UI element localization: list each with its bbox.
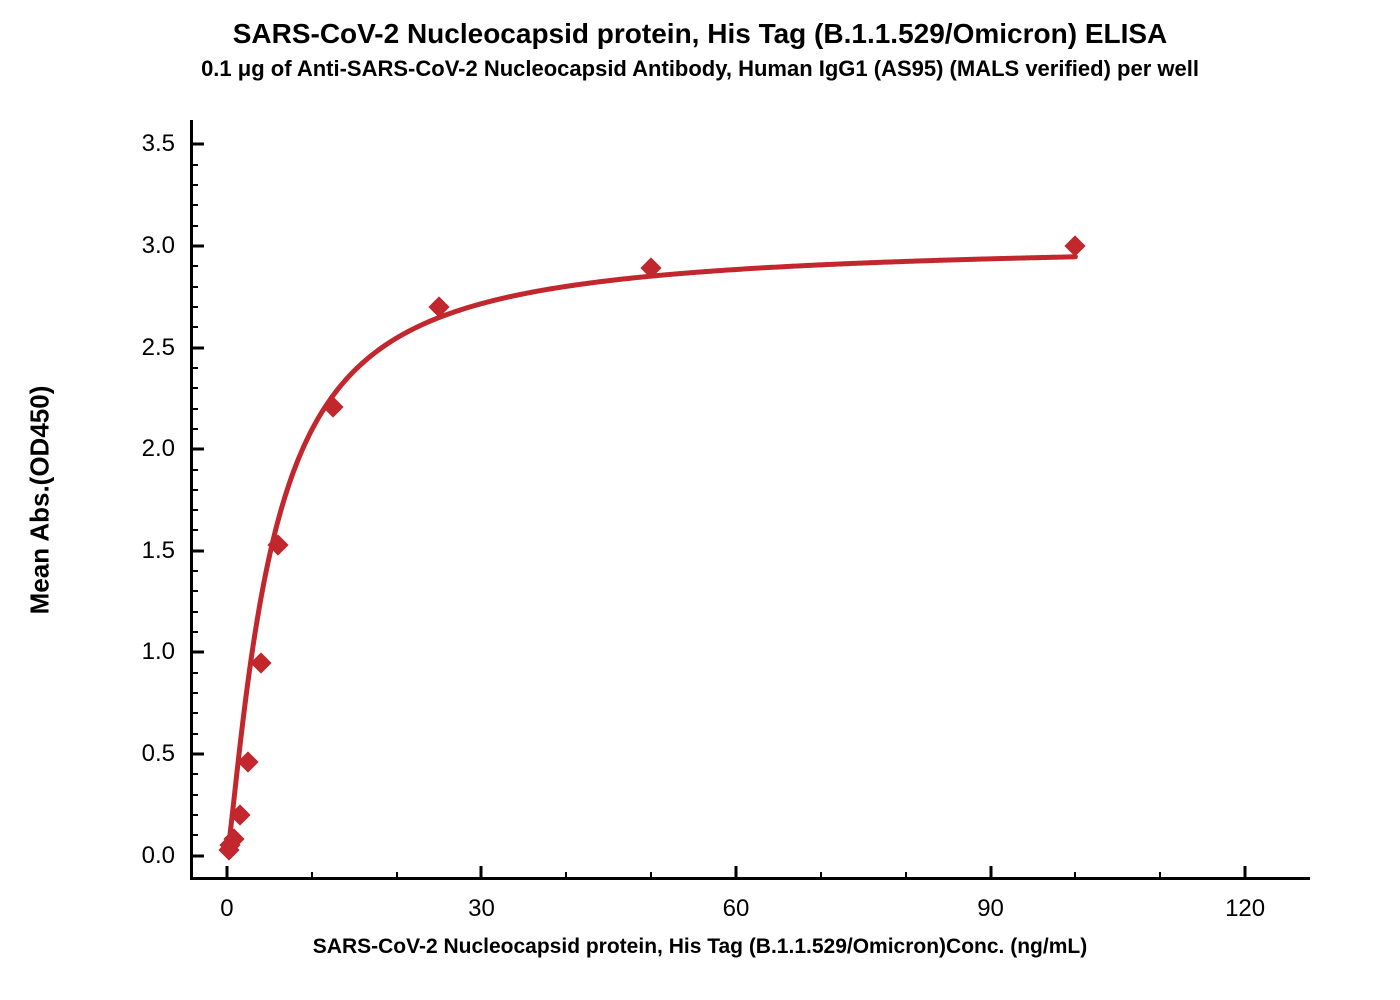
y-tick-label: 0.5 [142, 740, 193, 768]
y-tick-label: 0.0 [142, 842, 193, 870]
y-tick-minor [190, 814, 198, 816]
y-tick-minor [190, 408, 198, 410]
y-tick-minor [190, 204, 198, 206]
fit-curve-path [228, 257, 1076, 851]
x-tick-label: 60 [723, 877, 750, 923]
y-tick-minor [190, 570, 198, 572]
y-tick-minor [190, 225, 198, 227]
y-tick-minor [190, 631, 198, 633]
plot-area: 0.00.51.01.52.02.53.03.50306090120 [190, 120, 1310, 880]
y-tick-minor [190, 509, 198, 511]
x-tick-minor [1159, 872, 1161, 880]
x-tick-minor [820, 872, 822, 880]
y-tick-minor [190, 712, 198, 714]
x-tick-label: 0 [220, 877, 233, 923]
x-tick-minor [311, 872, 313, 880]
y-tick-minor [190, 692, 198, 694]
y-tick-minor [190, 265, 198, 267]
y-tick-minor [190, 286, 198, 288]
y-tick-minor [190, 164, 198, 166]
y-tick-label: 3.0 [142, 232, 193, 260]
y-tick-minor [190, 387, 198, 389]
y-tick-minor [190, 326, 198, 328]
y-tick-minor [190, 306, 198, 308]
x-tick-minor [565, 872, 567, 880]
y-tick-minor [190, 529, 198, 531]
y-tick-label: 2.0 [142, 435, 193, 463]
y-tick-minor [190, 794, 198, 796]
y-tick-minor [190, 672, 198, 674]
y-tick-minor [190, 590, 198, 592]
chart-container: SARS-CoV-2 Nucleocapsid protein, His Tag… [0, 0, 1400, 1000]
y-tick-label: 1.0 [142, 638, 193, 666]
y-tick-label: 2.5 [142, 334, 193, 362]
x-axis-label: SARS-CoV-2 Nucleocapsid protein, His Tag… [0, 935, 1400, 959]
y-tick-minor [190, 611, 198, 613]
y-tick-minor [190, 773, 198, 775]
y-tick-label: 1.5 [142, 537, 193, 565]
x-tick-label: 90 [977, 877, 1004, 923]
x-tick-minor [650, 872, 652, 880]
y-axis-label: Mean Abs.(OD450) [25, 386, 56, 615]
y-tick-minor [190, 733, 198, 735]
x-tick-label: 30 [468, 877, 495, 923]
chart-title: SARS-CoV-2 Nucleocapsid protein, His Tag… [0, 18, 1400, 50]
y-tick-minor [190, 489, 198, 491]
x-tick-label: 120 [1225, 877, 1265, 923]
x-tick-minor [905, 872, 907, 880]
y-tick-minor [190, 184, 198, 186]
x-tick-minor [1074, 872, 1076, 880]
y-tick-minor [190, 834, 198, 836]
chart-subtitle: 0.1 μg of Anti-SARS-CoV-2 Nucleocapsid A… [0, 56, 1400, 82]
y-tick-minor [190, 469, 198, 471]
y-tick-minor [190, 428, 198, 430]
y-tick-label: 3.5 [142, 130, 193, 158]
x-tick-minor [396, 872, 398, 880]
y-tick-minor [190, 367, 198, 369]
fit-curve [193, 120, 1313, 880]
